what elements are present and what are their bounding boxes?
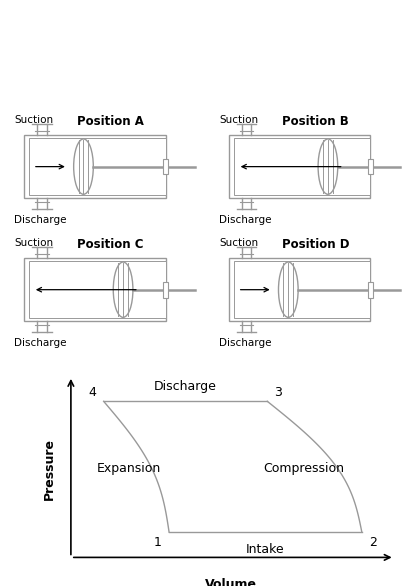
- Text: Position B: Position B: [282, 115, 349, 128]
- Bar: [29, 138, 166, 195]
- Text: 2: 2: [369, 536, 377, 549]
- Bar: [234, 138, 370, 195]
- Ellipse shape: [278, 262, 298, 318]
- Text: Discharge: Discharge: [219, 216, 272, 226]
- Bar: [229, 258, 370, 321]
- Bar: [29, 261, 166, 318]
- Text: Discharge: Discharge: [219, 339, 272, 349]
- Ellipse shape: [74, 139, 93, 195]
- Bar: [24, 135, 166, 198]
- Text: 4: 4: [89, 386, 97, 399]
- Text: Suction: Suction: [219, 115, 258, 125]
- Text: Pressure: Pressure: [43, 438, 56, 500]
- Text: Discharge: Discharge: [14, 216, 67, 226]
- Bar: [368, 159, 373, 175]
- Bar: [24, 258, 166, 321]
- Text: 3: 3: [275, 386, 283, 399]
- Bar: [368, 282, 373, 298]
- Text: Suction: Suction: [14, 115, 54, 125]
- Text: Position A: Position A: [77, 115, 144, 128]
- Text: Intake: Intake: [246, 543, 285, 556]
- Text: Discharge: Discharge: [14, 339, 67, 349]
- Text: Position C: Position C: [77, 238, 144, 251]
- Text: Discharge: Discharge: [154, 380, 217, 393]
- Ellipse shape: [318, 139, 338, 195]
- Ellipse shape: [113, 262, 133, 318]
- Text: Volume: Volume: [205, 578, 257, 586]
- Text: Expansion: Expansion: [97, 462, 161, 475]
- Text: Compression: Compression: [263, 462, 344, 475]
- Bar: [234, 261, 370, 318]
- Text: Suction: Suction: [14, 238, 54, 248]
- Bar: [163, 159, 168, 175]
- Text: 1: 1: [154, 536, 162, 549]
- Bar: [163, 282, 168, 298]
- Text: Position D: Position D: [282, 238, 349, 251]
- Bar: [229, 135, 370, 198]
- Text: Suction: Suction: [219, 238, 258, 248]
